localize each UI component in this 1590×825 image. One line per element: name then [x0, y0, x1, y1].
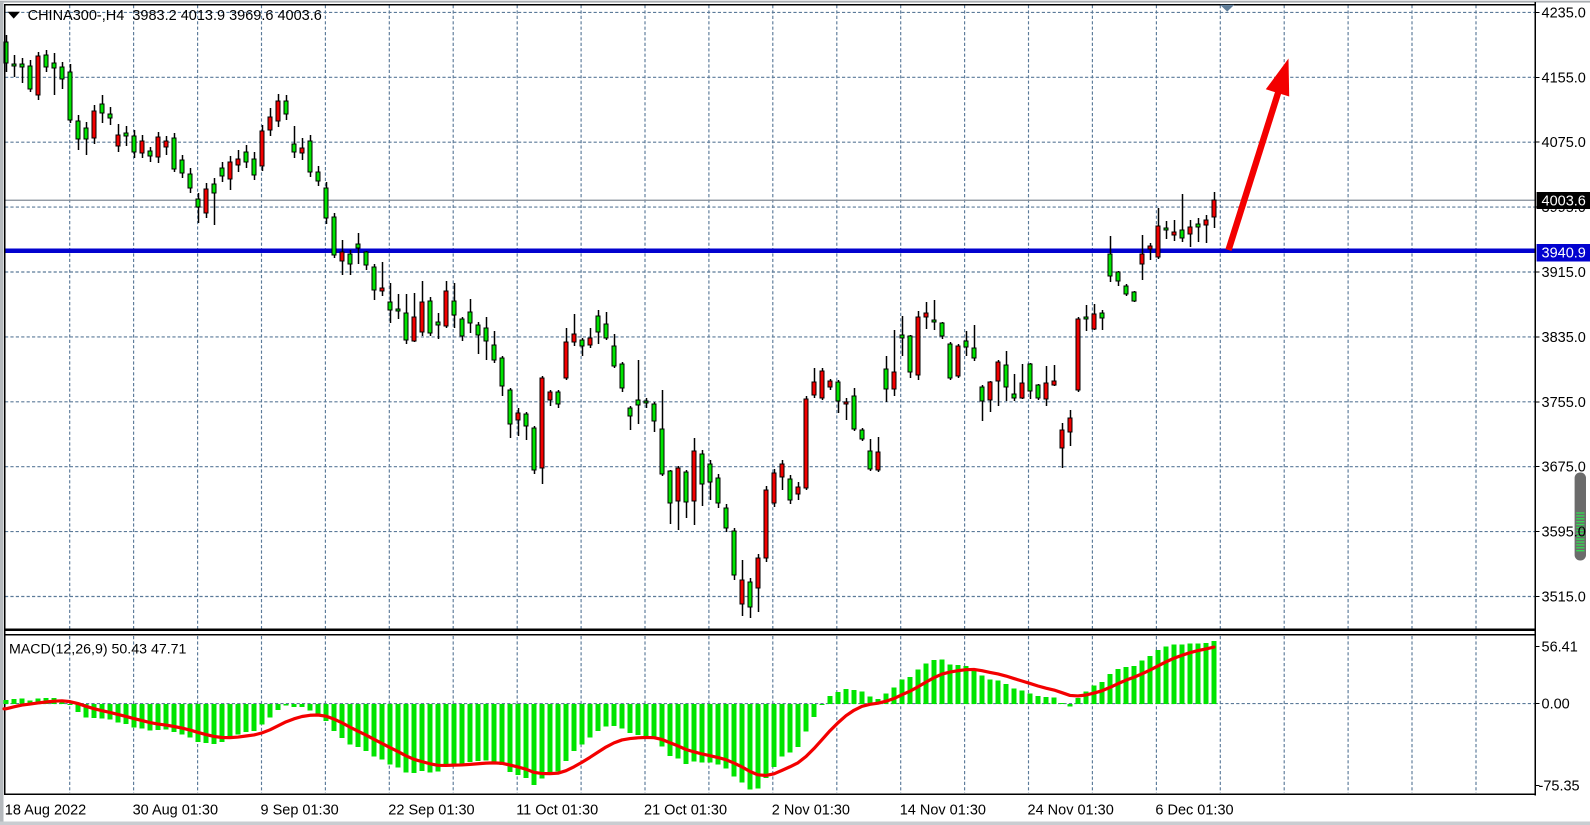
svg-text:3515.0: 3515.0 [1542, 590, 1586, 606]
svg-text:14 Nov 01:30: 14 Nov 01:30 [900, 802, 986, 818]
svg-text:6 Dec 01:30: 6 Dec 01:30 [1155, 802, 1233, 818]
svg-text:56.41: 56.41 [1542, 639, 1578, 655]
svg-text:9 Sep 01:30: 9 Sep 01:30 [261, 802, 339, 818]
svg-text:3940.9: 3940.9 [1542, 246, 1586, 262]
svg-text:2 Nov 01:30: 2 Nov 01:30 [772, 802, 850, 818]
svg-text:CHINA300-,H4 3983.2 4013.9 39: CHINA300-,H4 3983.2 4013.9 3969.6 4003.6 [28, 8, 322, 24]
svg-text:3675.0: 3675.0 [1542, 460, 1586, 476]
svg-text:24 Nov 01:30: 24 Nov 01:30 [1028, 802, 1114, 818]
svg-text:3595.0: 3595.0 [1542, 525, 1586, 541]
svg-text:3915.0: 3915.0 [1542, 265, 1586, 281]
svg-text:3835.0: 3835.0 [1542, 330, 1586, 346]
svg-text:21 Oct 01:30: 21 Oct 01:30 [644, 802, 727, 818]
svg-text:-75.35: -75.35 [1539, 778, 1580, 794]
svg-text:11 Oct 01:30: 11 Oct 01:30 [516, 802, 598, 818]
svg-text:22 Sep 01:30: 22 Sep 01:30 [388, 802, 474, 818]
svg-text:4235.0: 4235.0 [1542, 5, 1586, 21]
svg-text:4075.0: 4075.0 [1542, 135, 1586, 151]
svg-text:4003.6: 4003.6 [1542, 194, 1586, 210]
svg-text:30 Aug 01:30: 30 Aug 01:30 [133, 802, 218, 818]
svg-text:MACD(12,26,9) 50.43 47.71: MACD(12,26,9) 50.43 47.71 [9, 642, 187, 658]
svg-text:0.00: 0.00 [1542, 697, 1570, 713]
svg-text:4155.0: 4155.0 [1542, 70, 1586, 86]
svg-text:3755.0: 3755.0 [1542, 395, 1586, 411]
svg-text:18 Aug 2022: 18 Aug 2022 [5, 802, 86, 818]
